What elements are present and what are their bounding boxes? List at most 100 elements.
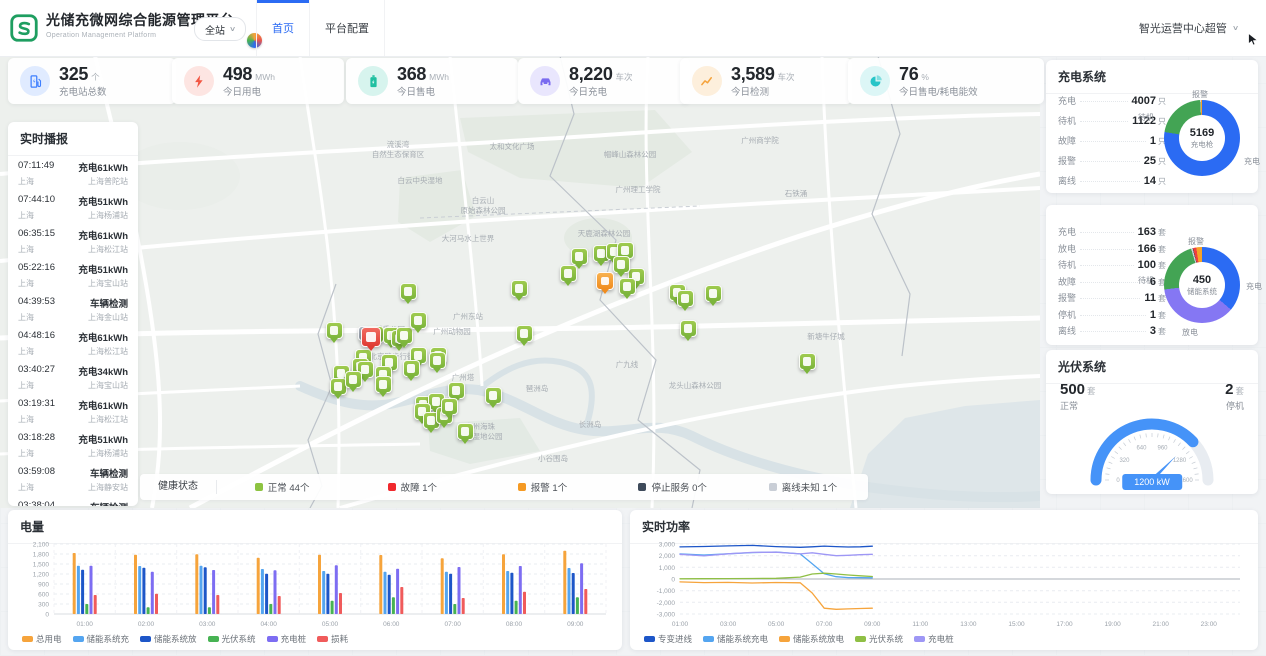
station-marker-normal[interactable] [510,280,528,297]
row-unit: 套 [1158,244,1166,254]
broadcast-item: 07:11:49 充电61kWh 上海 上海普陀站 [8,156,138,190]
svg-text:1,500: 1,500 [33,562,50,569]
station-marker-normal[interactable] [676,290,694,307]
kpi-label: 充电站总数 [59,86,107,98]
broadcast-time: 03:18:28 [18,432,55,443]
map[interactable]: 流溪湾 自然生态保育区 白云中央湿地 太和文化广场 帽峰山森林公园 广州理工学院 广州商学… [0,56,1040,508]
kpi-label: 今日用电 [223,86,262,98]
legend-item-储能系统充[interactable]: 储能系统充 [72,633,129,645]
donut-callout-报警: 报警 [1188,237,1204,246]
map-label: 大河马水上世界 [441,233,495,243]
row-value: 166 [1137,242,1156,255]
charging-station-icon [20,66,50,96]
broadcast-event: 充电34kWh [78,367,128,378]
legend-item-光伏系统[interactable]: 光伏系统 [207,633,256,645]
station-marker-fault[interactable] [361,327,381,347]
user-menu[interactable]: 智光运营中心超管 ∨ [1139,0,1239,56]
row-unit: 只 [1158,137,1166,146]
legend-item-总用电[interactable]: 总用电 [22,633,62,645]
row-label: 离线 [1058,326,1077,336]
kpi-unit: MWh [255,71,275,82]
dotted-leader [1080,331,1146,332]
row-unit: 套 [1158,310,1166,320]
broadcast-region: 上海 [18,381,34,390]
power-chart-legend: 专变进线 储能系统充电 储能系统放电 光伏系统 充电桩 [644,633,954,645]
donut-callout-放电: 放电 [1182,328,1198,337]
station-selector[interactable]: 全站 ∨ [194,17,247,41]
station-marker-normal[interactable] [618,278,636,295]
legend-item-储能系统充电[interactable]: 储能系统充电 [703,633,768,645]
pv-normal-stat: 500 套 正常 [1060,382,1096,411]
station-marker-normal[interactable] [704,285,722,302]
station-marker-normal[interactable] [456,423,474,440]
row-label: 待机 [1058,260,1077,270]
status-dot [254,483,263,491]
broadcast-time: 04:39:53 [18,296,55,307]
station-marker-normal[interactable] [447,382,465,399]
station-marker-normal[interactable] [399,283,417,300]
row-value: 1122 [1132,115,1156,127]
svg-text:07:00: 07:00 [816,621,833,628]
broadcast-time: 04:48:16 [18,330,55,341]
svg-text:600: 600 [38,592,49,599]
svg-text:02:00: 02:00 [138,621,155,628]
map-label: 广州理工学院 [615,184,661,194]
station-marker-alarm[interactable] [596,272,614,290]
legend-item-专变进线[interactable]: 专变进线 [644,633,692,645]
map-label: 广州东站 [453,311,483,321]
kpi-unit: 个 [91,71,100,82]
kpi-card-2: 498 MWh 今日用电 [172,58,344,104]
kpi-unit: 车次 [615,71,633,82]
station-marker-normal[interactable] [344,371,362,388]
donut-callout-报警: 报警 [1192,90,1208,99]
system-row-停机: 停机 1 套 [1058,308,1166,325]
map-label: 广九线 [615,359,639,369]
station-marker-normal[interactable] [570,248,588,265]
broadcast-region: 上海 [18,415,34,424]
broadcast-station: 上海杨浦站 [88,211,128,220]
health-item-故障: 故障 1个 [347,480,477,494]
row-label: 离线 [1058,176,1077,186]
legend-item-充电桩[interactable]: 充电桩 [266,633,306,645]
svg-text:1,800: 1,800 [33,552,50,559]
svg-text:320: 320 [1119,458,1130,464]
donut-callout-充电: 充电 [1246,282,1262,291]
broadcast-time: 05:22:16 [18,262,55,273]
storage-donut-chart: 450 储能系统 待机 报警 充电 放电 [1138,237,1262,337]
broadcast-item: 04:48:16 充电61kWh 上海 上海松江站 [8,326,138,360]
donut-center: 450 储能系统 [1179,262,1225,308]
svg-text:03:00: 03:00 [199,621,216,628]
legend-item-损耗[interactable]: 损耗 [317,633,348,645]
station-marker-normal[interactable] [440,398,458,415]
broadcast-time: 03:59:08 [18,466,55,477]
station-marker-normal[interactable] [374,376,392,393]
station-marker-normal[interactable] [402,360,420,377]
legend-item-光伏系统[interactable]: 光伏系统 [855,633,903,645]
dotted-leader [1080,248,1134,250]
status-dot [638,483,647,491]
legend-item-储能系统放电[interactable]: 储能系统放电 [779,633,844,645]
station-marker-normal[interactable] [428,352,446,369]
legend-item-充电桩[interactable]: 充电桩 [914,633,954,645]
station-marker-normal[interactable] [515,325,533,342]
row-unit: 只 [1158,117,1166,126]
station-marker-normal[interactable] [325,322,343,339]
broadcast-event: 充电51kWh [78,197,128,208]
legend-item-储能系统放[interactable]: 储能系统放 [140,633,197,645]
station-marker-normal[interactable] [559,265,577,282]
station-marker-normal[interactable] [329,378,347,395]
station-marker-normal[interactable] [798,353,816,370]
station-marker-normal[interactable] [612,256,630,273]
broadcast-station: 上海宝山站 [88,381,128,390]
tab-platform-config[interactable]: 平台配置 [310,0,385,56]
station-marker-normal[interactable] [679,320,697,337]
health-label: 停止服务 0个 [651,483,707,494]
tab-home[interactable]: 首页 [256,0,310,56]
row-value: 1 [1149,135,1156,147]
station-marker-normal[interactable] [484,387,502,404]
system-row-充电: 充电 4007 只 [1058,94,1166,114]
trend-icon [692,66,722,96]
station-marker-normal[interactable] [395,327,413,344]
station-marker-normal[interactable] [409,312,427,329]
